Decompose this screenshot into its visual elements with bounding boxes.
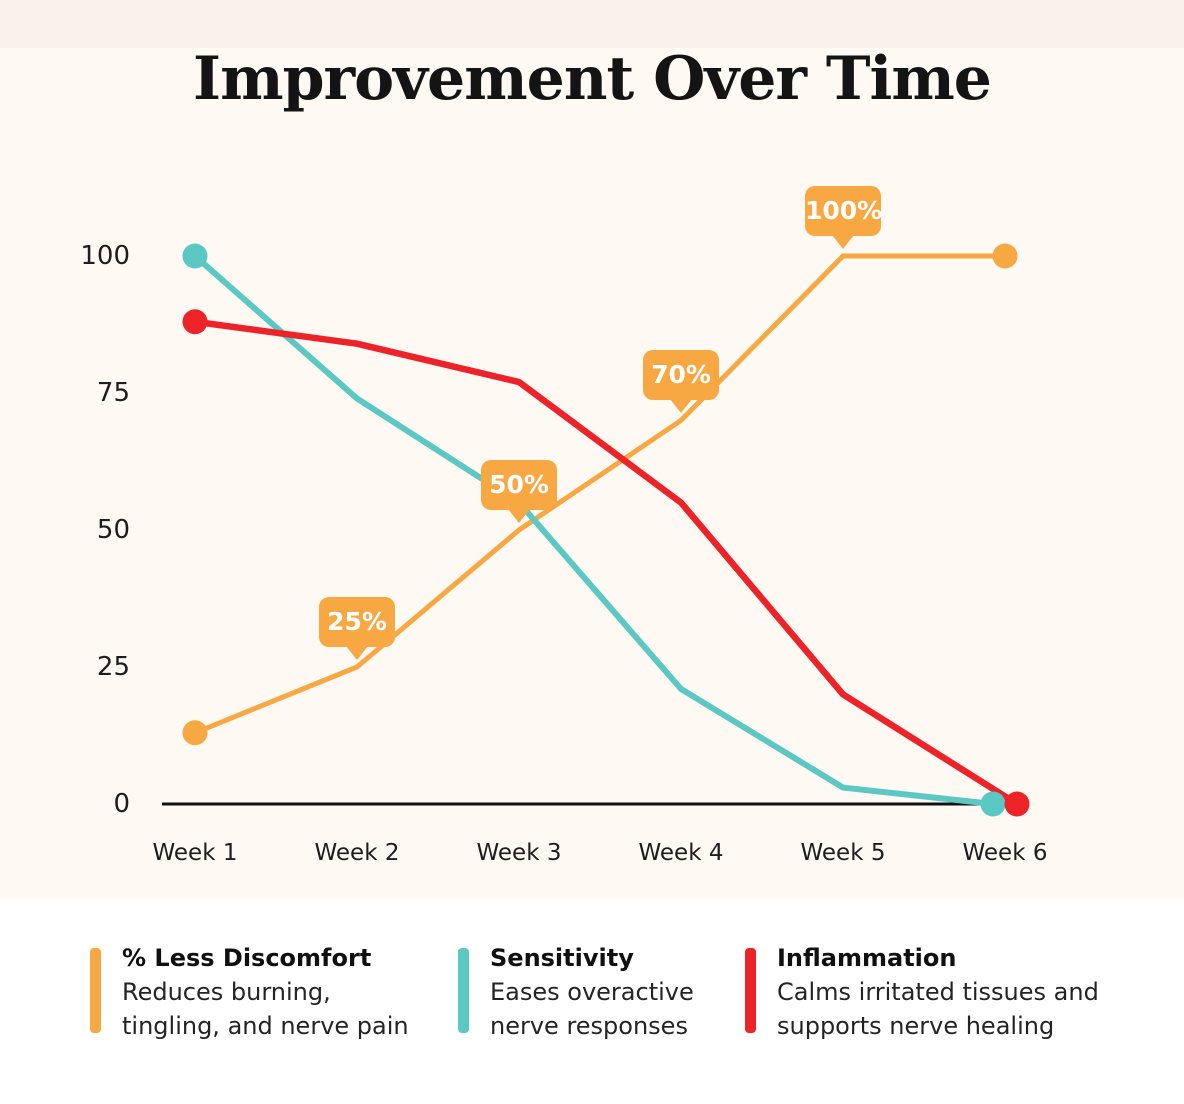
callout-tail: [508, 509, 530, 523]
legend-swatch-less-discomfort: [90, 948, 101, 1033]
legend-description-line: Calms irritated tissues and: [777, 978, 1099, 1006]
y-tick-75: 75: [96, 378, 130, 408]
y-tick-50: 50: [96, 515, 130, 545]
legend-text: % Less Discomfort Reduces burning, tinglin…: [122, 942, 409, 1043]
series-lines: [162, 253, 1028, 808]
legend: % Less Discomfort Reduces burning, tinglin…: [0, 898, 1184, 1104]
legend-description-line: tingling, and nerve pain: [122, 1012, 409, 1040]
page-title: Improvement Over Time: [193, 44, 992, 114]
legend-swatch-inflammation: [745, 948, 756, 1033]
legend-text: Sensitivity Eases overactive nerve respons…: [490, 942, 694, 1043]
legend-description-line: nerve responses: [490, 1012, 688, 1040]
x-tick-week-1: Week 1: [152, 840, 238, 866]
x-tick-week-4: Week 4: [638, 840, 724, 866]
x-tick-week-3: Week 3: [476, 840, 562, 866]
callout-25: 25%: [319, 597, 395, 660]
x-tick-week-2: Week 2: [314, 840, 400, 866]
line-chart-canvas: [162, 243, 1030, 817]
callout-50: 50%: [481, 460, 557, 523]
line-inflammation: [191, 318, 1021, 808]
legend-title: Inflammation: [777, 944, 957, 972]
chart-area: 100 75 50 25 0 Week 1 Week 2 Week 3 Week 4 Week …: [80, 186, 1048, 866]
legend-item-inflammation: Inflammation Calms irritated tissues and s…: [745, 942, 1099, 1043]
x-tick-week-6: Week 6: [962, 840, 1048, 866]
end-dot-sensitivity: [980, 791, 1006, 817]
series-dots: [182, 243, 1030, 817]
start-dot-sensitivity: [182, 243, 208, 269]
legend-text: Inflammation Calms irritated tissues and s…: [777, 942, 1099, 1043]
x-tick-week-5: Week 5: [800, 840, 886, 866]
legend-item-sensitivity: Sensitivity Eases overactive nerve respons…: [458, 942, 694, 1043]
legend-title: Sensitivity: [490, 944, 634, 972]
callout-70: 70%: [643, 350, 719, 414]
legend-description-line: supports nerve healing: [777, 1012, 1055, 1040]
legend-description-line: Eases overactive: [490, 978, 694, 1006]
end-dot-inflammation: [1004, 791, 1030, 817]
y-tick-0: 0: [113, 789, 130, 819]
line-less-discomfort: [192, 253, 1008, 736]
legend-swatch-sensitivity: [458, 948, 469, 1033]
end-dot-less-discomfort: [992, 243, 1018, 269]
legend-description-line: Reduces burning,: [122, 978, 331, 1006]
callout-tail: [832, 235, 854, 249]
y-tick-100: 100: [80, 241, 130, 271]
y-tick-25: 25: [96, 652, 130, 682]
callout-100: 100%: [805, 186, 882, 249]
start-dot-inflammation: [182, 309, 208, 335]
legend-item-less-discomfort: % Less Discomfort Reduces burning, tinglin…: [90, 942, 409, 1043]
line-sensitivity: [192, 253, 996, 807]
start-dot-less-discomfort: [182, 720, 208, 746]
legend-title: % Less Discomfort: [122, 944, 372, 972]
callout-tail: [670, 399, 692, 414]
callout-tail: [346, 646, 368, 660]
top-strip: [0, 0, 1184, 48]
